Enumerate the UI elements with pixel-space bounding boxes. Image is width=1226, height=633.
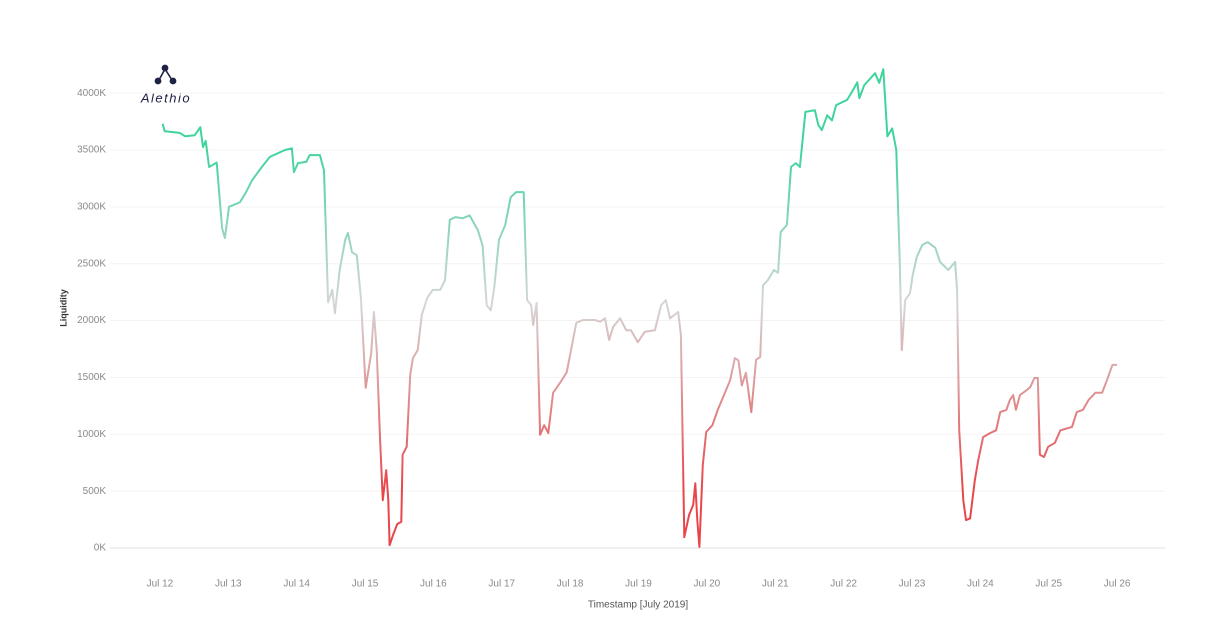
- x-tick-label: Jul 12: [147, 579, 174, 590]
- y-tick-label: 4000K: [77, 88, 106, 99]
- y-axis-title: Liquidity: [58, 289, 68, 327]
- x-tick-label: Jul 22: [830, 579, 857, 590]
- y-tick-label: 1500K: [77, 372, 106, 383]
- x-tick-label: Jul 24: [967, 579, 994, 590]
- x-tick-label: Jul 14: [283, 579, 310, 590]
- y-tick-label: 0K: [94, 543, 107, 554]
- x-tick-label: Jul 16: [420, 579, 447, 590]
- x-tick-label: Jul 21: [762, 579, 789, 590]
- x-tick-label: Jul 19: [625, 579, 652, 590]
- y-tick-label: 500K: [83, 486, 107, 497]
- x-tick-label: Jul 20: [694, 579, 721, 590]
- y-tick-label: 2000K: [77, 315, 106, 326]
- y-tick-label: 2500K: [77, 258, 106, 269]
- y-tick-label: 1000K: [77, 429, 106, 440]
- logo-text: Alethio: [140, 90, 191, 105]
- x-axis-title: Timestamp [July 2019]: [588, 600, 688, 611]
- y-tick-label: 3500K: [77, 145, 106, 156]
- x-tick-label: Jul 15: [352, 579, 379, 590]
- x-tick-label: Jul 26: [1104, 579, 1131, 590]
- x-tick-label: Jul 23: [899, 579, 926, 590]
- x-tick-label: Jul 17: [488, 579, 515, 590]
- logo-icon: [154, 64, 177, 85]
- x-tick-label: Jul 25: [1035, 579, 1062, 590]
- x-tick-label: Jul 13: [215, 579, 242, 590]
- y-tick-label: 3000K: [77, 201, 106, 212]
- x-tick-label: Jul 18: [557, 579, 584, 590]
- liquidity-line: [161, 68, 1118, 548]
